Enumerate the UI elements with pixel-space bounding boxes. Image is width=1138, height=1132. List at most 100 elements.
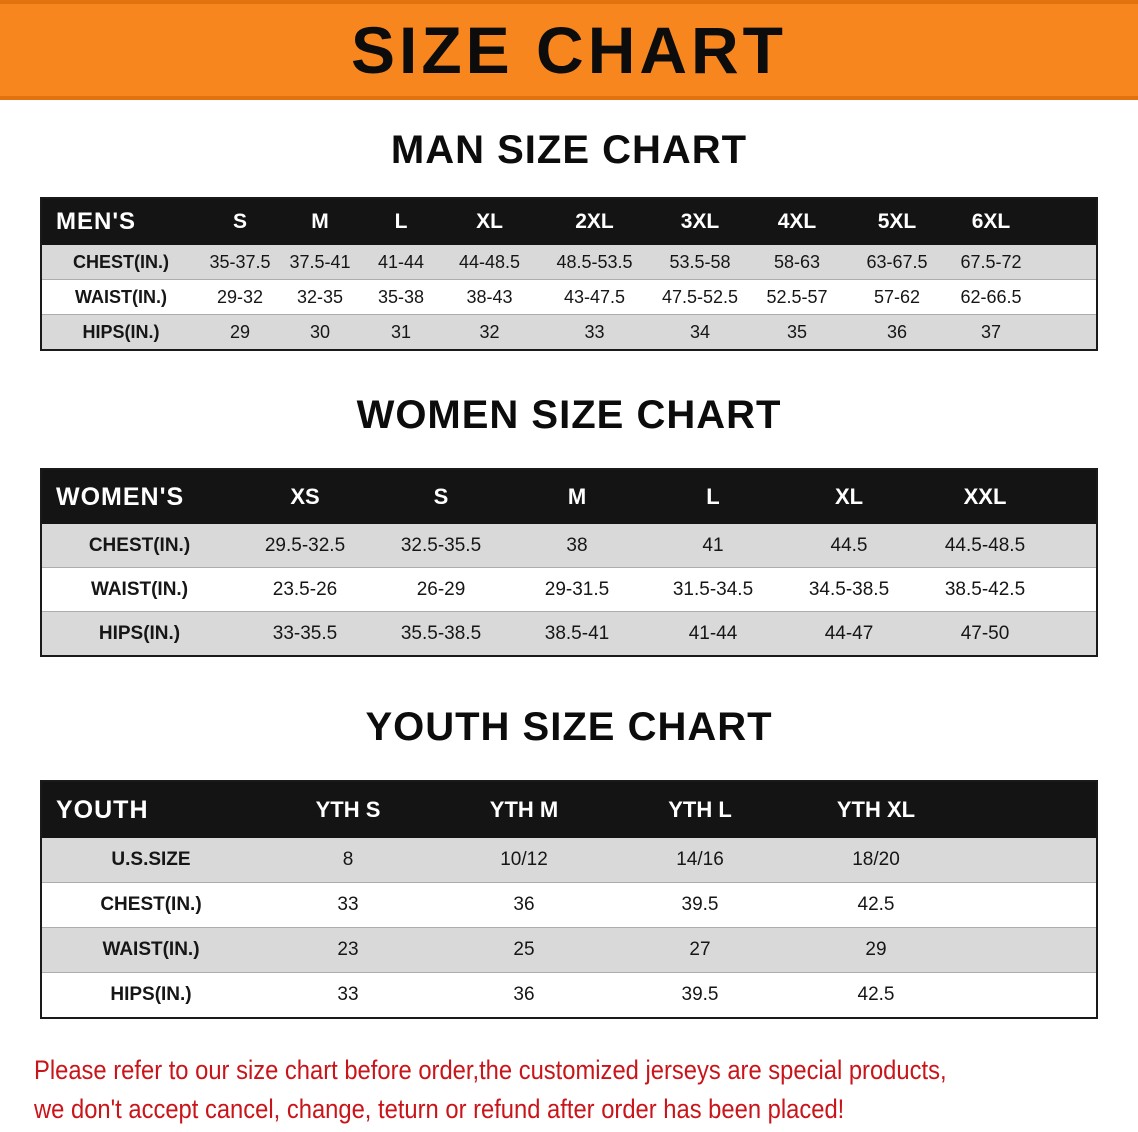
value-cell: 43-47.5 — [563, 286, 626, 307]
value-cell: 47-50 — [960, 622, 1010, 644]
value-cell: 23.5-26 — [272, 578, 338, 600]
value-cell: 42.5 — [857, 984, 895, 1005]
value-cell: 38.5-41 — [544, 622, 610, 644]
column-header-cell: 6XL — [971, 210, 1011, 233]
value-cell: 29-31.5 — [544, 578, 610, 600]
value-cell: 48.5-53.5 — [556, 251, 633, 272]
value-cell: 27 — [689, 939, 711, 960]
value-cell: 38.5-42.5 — [944, 578, 1026, 600]
value-cell: 33 — [584, 321, 605, 342]
women-size-chart-heading: WOMEN SIZE CHART — [356, 393, 782, 437]
column-header-cell: YTH M — [489, 797, 559, 822]
youth-size-section: YOUTH SIZE CHART YOUTH YTH S YTH M YTH L YTH… — [0, 705, 1138, 1019]
row-label: HIPS(IN.) — [98, 622, 181, 644]
value-cell: 23 — [337, 939, 359, 960]
column-header-cell: YTH S — [315, 797, 381, 822]
value-cell: 29 — [229, 321, 251, 342]
value-cell: 31.5-34.5 — [672, 578, 754, 600]
women-size-table: WOMEN'S XS S M L XL XXL CHEST(IN.) 29.5-32.5 32.5… — [40, 468, 1098, 657]
column-header-cell: YTH XL — [836, 797, 916, 822]
value-cell: 32.5-35.5 — [400, 534, 482, 556]
value-cell: 38-43 — [466, 286, 513, 307]
column-header-cell: M — [567, 484, 587, 509]
value-cell: 29.5-32.5 — [264, 534, 346, 556]
table-title-cell: MEN'S — [56, 208, 137, 235]
column-header-cell: XXL — [963, 484, 1007, 509]
column-header-cell: 2XL — [575, 210, 614, 233]
value-cell: 35.5-38.5 — [400, 622, 482, 644]
value-cell: 26-29 — [416, 578, 466, 600]
youth-size-table: YOUTH YTH S YTH M YTH L YTH XL U.S.SIZE 8 10/12… — [40, 780, 1098, 1019]
value-cell: 33 — [337, 984, 359, 1005]
value-cell: 32-35 — [296, 286, 344, 307]
man-size-chart-heading: MAN SIZE CHART — [390, 128, 748, 172]
column-header-cell: S — [232, 210, 247, 233]
value-cell: 57-62 — [873, 286, 921, 307]
value-cell: 35-37.5 — [209, 251, 271, 272]
value-cell: 29 — [865, 939, 887, 960]
value-cell: 44.5 — [830, 534, 868, 556]
women-size-section: WOMEN SIZE CHART WOMEN'S XS S M L XL XXL CHEST(… — [0, 393, 1138, 657]
value-cell: 63-67.5 — [866, 251, 928, 272]
disclaimer-line-1: Please refer to our size chart before or… — [34, 1055, 947, 1085]
value-cell: 8 — [342, 849, 354, 870]
value-cell: 44.5-48.5 — [944, 534, 1026, 556]
value-cell: 58-63 — [773, 251, 821, 272]
column-header-cell: S — [433, 484, 449, 509]
row-label: WAIST(IN.) — [90, 578, 189, 600]
table-row: HIPS(IN.) 33-35.5 35.5-38.5 38.5-41 41-44 44-… — [42, 611, 1096, 655]
order-disclaimer: Please refer to our size chart before or… — [0, 1051, 1138, 1129]
value-cell: 36 — [513, 984, 535, 1005]
value-cell: 36 — [513, 894, 535, 915]
row-label: CHEST(IN.) — [88, 534, 191, 556]
value-cell: 41-44 — [377, 251, 425, 272]
value-cell: 44-47 — [824, 622, 874, 644]
value-cell: 33-35.5 — [272, 622, 338, 644]
value-cell: 38 — [566, 534, 588, 556]
value-cell: 47.5-52.5 — [661, 286, 739, 307]
row-label: CHEST(IN.) — [73, 251, 169, 272]
table-row: CHEST(IN.) 33 36 39.5 42.5 — [42, 882, 1096, 927]
column-header-cell: M — [311, 210, 329, 233]
value-cell: 10/12 — [500, 849, 548, 870]
table-row: WAIST(IN.) 23 25 27 29 — [42, 927, 1096, 972]
value-cell: 33 — [337, 894, 359, 915]
column-header-cell: 4XL — [777, 210, 817, 233]
row-label: U.S.SIZE — [111, 849, 191, 870]
table-row: WAIST(IN.) 29-32 32-35 35-38 38-43 43-47.5 47.… — [42, 279, 1096, 314]
row-label: HIPS(IN.) — [82, 321, 160, 342]
column-header-cell: L — [394, 210, 408, 233]
column-header-cell: YTH L — [668, 797, 732, 822]
value-cell: 39.5 — [681, 894, 719, 915]
value-cell: 41 — [702, 534, 724, 556]
value-cell: 29-32 — [216, 286, 264, 307]
column-header-cell: XL — [476, 210, 503, 233]
value-cell: 39.5 — [681, 984, 719, 1005]
table-header-row: YOUTH YTH S YTH M YTH L YTH XL — [42, 782, 1096, 838]
column-header-cell: XL — [834, 484, 864, 509]
table-row: CHEST(IN.) 29.5-32.5 32.5-35.5 38 41 44.5 44.5… — [42, 524, 1096, 567]
table-title-cell: WOMEN'S — [56, 482, 185, 511]
column-header-cell: 3XL — [680, 210, 720, 233]
table-row: U.S.SIZE 8 10/12 14/16 18/20 — [42, 838, 1096, 882]
value-cell: 34 — [689, 321, 711, 342]
row-label: HIPS(IN.) — [110, 984, 192, 1005]
value-cell: 52.5-57 — [766, 286, 828, 307]
row-label: WAIST(IN.) — [75, 286, 167, 307]
men-size-table: MEN'S S M L XL 2XL 3XL 4XL 5XL 6XL CHEST(IN.) 35-37… — [40, 197, 1098, 351]
value-cell: 35 — [786, 321, 808, 342]
value-cell: 41-44 — [688, 622, 738, 644]
value-cell: 37.5-41 — [289, 251, 351, 272]
value-cell: 32 — [479, 321, 500, 342]
table-row: CHEST(IN.) 35-37.5 37.5-41 41-44 44-48.5 48.5… — [42, 245, 1096, 279]
banner-title: SIZE CHART — [351, 13, 787, 87]
disclaimer-line-2: we don't accept cancel, change, teturn o… — [34, 1094, 845, 1125]
value-cell: 14/16 — [676, 849, 724, 870]
value-cell: 25 — [513, 939, 535, 960]
table-row: WAIST(IN.) 23.5-26 26-29 29-31.5 31.5-34.5 34… — [42, 567, 1096, 611]
column-header-cell: 5XL — [877, 210, 917, 233]
value-cell: 53.5-58 — [669, 251, 731, 272]
row-label: CHEST(IN.) — [100, 894, 202, 915]
value-cell: 31 — [390, 321, 412, 342]
table-title-cell: YOUTH — [56, 795, 149, 824]
